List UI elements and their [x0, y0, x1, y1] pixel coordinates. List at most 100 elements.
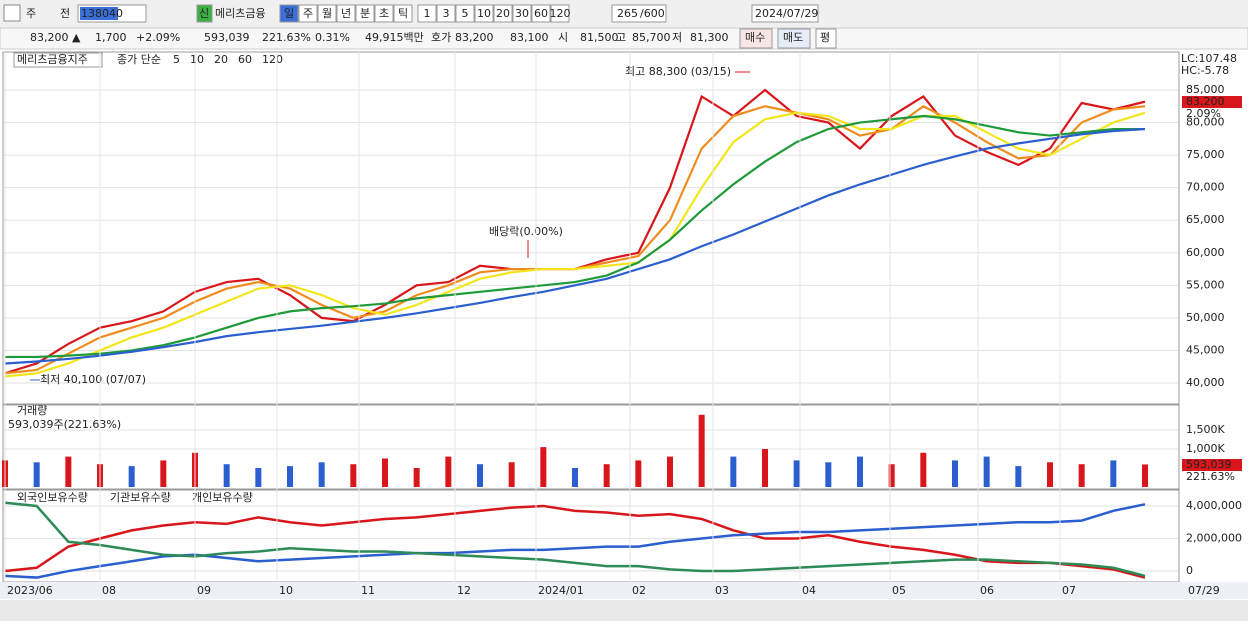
minute-label: 60	[534, 7, 548, 20]
quote-turnover: 0.31%	[315, 31, 350, 44]
interval-button[interactable]	[317, 4, 337, 23]
y-tick-label: 45,000	[1186, 343, 1225, 356]
volume-bar	[1078, 464, 1085, 487]
y-tick-label: 70,000	[1186, 181, 1225, 194]
interval-button[interactable]	[336, 4, 356, 23]
volume-bar	[762, 449, 768, 487]
interval-label: 초	[379, 7, 389, 20]
x-tick-label: 11	[361, 584, 375, 597]
avg-label: 평	[820, 31, 830, 44]
hc-label: HC:-5.78	[1181, 64, 1229, 77]
sell-button[interactable]	[777, 28, 811, 49]
x-tick-label: 2024/01	[538, 584, 584, 597]
interval-label: 일	[284, 6, 294, 20]
price-panel	[2, 51, 1180, 405]
volume-bar	[160, 460, 167, 487]
minute-button[interactable]	[493, 4, 513, 23]
minute-button[interactable]	[436, 4, 456, 23]
y-tick-label: 55,000	[1186, 278, 1225, 291]
x-tick-label: 10	[279, 584, 293, 597]
quote-amount: 49,915백만	[365, 31, 424, 44]
minute-button[interactable]	[531, 4, 551, 23]
minute-label: 30	[515, 7, 529, 20]
volume-subtitle: 593,039주(221.63%)	[8, 418, 121, 431]
stock-code: 138040	[81, 7, 123, 20]
volume-bar	[857, 456, 863, 487]
volume-bar	[1047, 462, 1053, 487]
quote-price: 83,200 ▲	[30, 31, 81, 44]
interval-button[interactable]	[393, 4, 413, 23]
minute-label: 3	[443, 7, 450, 20]
volume-bar	[603, 464, 610, 487]
scroll-bar[interactable]	[0, 600, 1248, 621]
minute-button[interactable]	[512, 4, 532, 23]
volume-bar	[920, 452, 927, 487]
count: 265	[617, 7, 638, 20]
quote-volume: 593,039	[204, 31, 250, 44]
period-button[interactable]: 주	[26, 7, 36, 20]
interval-button[interactable]	[279, 4, 299, 23]
last-volume-rate: 221.63%	[1186, 470, 1235, 483]
last-rate: 2.09%	[1186, 107, 1221, 120]
quote-open-label: 시	[558, 31, 568, 44]
volume-bar	[1110, 460, 1117, 487]
holdings-panel	[2, 489, 1180, 583]
minute-label: 120	[550, 7, 571, 20]
minute-label: 20	[496, 7, 510, 20]
date: 2024/07/29	[755, 7, 818, 20]
minute-button[interactable]	[455, 4, 475, 23]
y-tick-label: 4,000,000	[1186, 499, 1242, 512]
chart-title: 메리츠금융지주	[17, 53, 88, 66]
y-tick-label: 85,000	[1186, 83, 1225, 96]
volume-bar	[477, 464, 483, 487]
lc-label: LC:107.48	[1181, 52, 1237, 65]
minute-button[interactable]	[417, 4, 437, 23]
legend-entry: 20	[214, 53, 228, 66]
x-tick-label: 02	[632, 584, 646, 597]
volume-panel	[2, 404, 1180, 490]
quote-bar	[0, 27, 1248, 50]
interval-button[interactable]	[374, 4, 394, 23]
legend-entry: 5	[173, 53, 180, 66]
last-price: 83,200	[1186, 95, 1225, 108]
period-button[interactable]: 전	[60, 7, 70, 20]
y-tick-label: 40,000	[1186, 376, 1225, 389]
x-tick-label: 05	[892, 584, 906, 597]
x-tick-label: 2023/06	[7, 584, 53, 597]
x-axis-bar	[0, 582, 1248, 599]
avg-button[interactable]	[815, 28, 837, 49]
quote-ask: 83,200	[455, 31, 494, 44]
volume-bar	[508, 462, 515, 487]
y-tick-label: 65,000	[1186, 213, 1225, 226]
volume-bar	[825, 462, 832, 487]
interval-label: 월	[322, 7, 332, 20]
volume-bar	[223, 464, 230, 487]
buy-button[interactable]	[739, 28, 773, 49]
interval-button[interactable]	[298, 4, 318, 23]
count-box[interactable]	[611, 4, 667, 23]
volume-bar	[952, 460, 958, 487]
quote-rate: +2.09%	[136, 31, 180, 44]
name-badge-box[interactable]	[196, 4, 213, 23]
volume-bar	[698, 414, 705, 487]
legend-entry: 기관보유수량	[110, 491, 171, 504]
volume-bar	[33, 462, 40, 487]
minute-button[interactable]	[550, 4, 570, 23]
x-tick-label: 12	[457, 584, 471, 597]
legend-entry: 60	[238, 53, 252, 66]
y-tick-label: 1,500K	[1186, 423, 1225, 436]
y-tick-label: 2,000,000	[1186, 531, 1242, 544]
quote-bid: 83,100	[510, 31, 549, 44]
legend-entry: 개인보유수량	[192, 491, 253, 504]
volume-bar	[1015, 466, 1022, 487]
menu-icon[interactable]	[3, 4, 21, 22]
x-tick-label: 03	[715, 584, 729, 597]
title-box[interactable]	[13, 52, 103, 68]
volume-bar	[350, 464, 357, 487]
date-box[interactable]	[751, 4, 819, 23]
minute-button[interactable]	[474, 4, 494, 23]
last-volume-box	[1182, 459, 1242, 471]
volume-bar	[730, 456, 737, 487]
x-tick-label: 06	[980, 584, 994, 597]
interval-button[interactable]	[355, 4, 375, 23]
